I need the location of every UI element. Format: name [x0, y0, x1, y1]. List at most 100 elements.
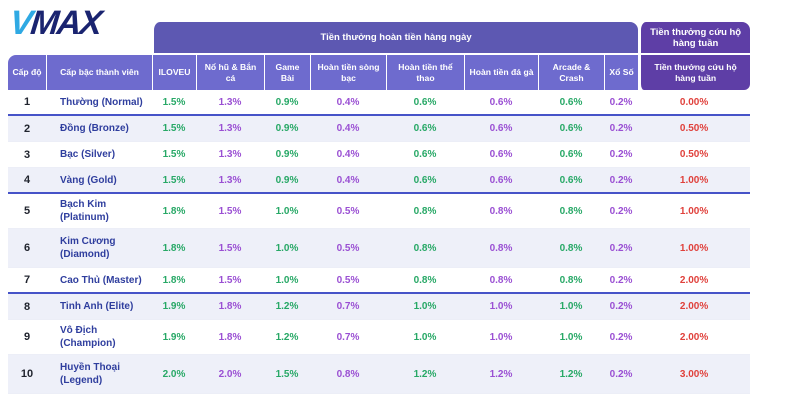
value-cell: 0.2% — [604, 229, 639, 268]
value-cell: 1.5% — [152, 90, 196, 116]
value-cell: 0.4% — [310, 90, 386, 116]
value-cell: 1.2% — [264, 294, 310, 320]
rank-cell: Đồng (Bronze) — [46, 116, 152, 142]
rank-cell: Tinh Anh (Elite) — [46, 294, 152, 320]
value-cell: 0.8% — [538, 194, 604, 229]
value-cell: 1.0% — [464, 294, 538, 320]
value-cell: 0.00% — [638, 90, 751, 116]
value-cell: 0.50% — [638, 116, 751, 142]
value-cell: 1.0% — [386, 294, 464, 320]
value-cell: 1.5% — [196, 268, 264, 294]
table-row: 6 Kim Cương (Diamond) 1.8% 1.5% 1.0% 0.5% 0.8%… — [8, 229, 751, 268]
value-cell: 0.7% — [310, 294, 386, 320]
level-cell: 7 — [8, 268, 46, 294]
value-cell: 0.2% — [604, 268, 639, 294]
value-cell: 1.3% — [196, 90, 264, 116]
value-cell: 1.5% — [196, 229, 264, 268]
column-header-iloveu: ILOVEU — [152, 55, 196, 90]
value-cell: 0.2% — [604, 142, 639, 168]
column-header-lottery: Xổ Số — [604, 55, 639, 90]
table-row: 10 Huyền Thoại (Legend) 2.0% 2.0% 1.5% 0.8% 1.… — [8, 355, 751, 394]
value-cell: 0.6% — [386, 90, 464, 116]
level-cell: 8 — [8, 294, 46, 320]
column-header-sports-cashback: Hoàn tiền thể thao — [386, 55, 464, 90]
value-cell: 0.6% — [464, 116, 538, 142]
value-cell: 0.2% — [604, 168, 639, 194]
table-row: 9 Vô Địch (Champion) 1.9% 1.8% 1.2% 0.7% 1.0% 1… — [8, 320, 751, 355]
group-header-daily: Tiền thưởng hoàn tiền hàng ngày — [152, 22, 639, 55]
level-cell: 5 — [8, 194, 46, 229]
value-cell: 0.6% — [386, 116, 464, 142]
rank-cell: Vàng (Gold) — [46, 168, 152, 194]
column-header-row: Cấp độ Cấp bậc thành viên ILOVEU Nổ hũ &… — [8, 55, 751, 90]
table-row: 8 Tinh Anh (Elite) 1.9% 1.8% 1.2% 0.7% 1.0% 1.0… — [8, 294, 751, 320]
value-cell: 1.3% — [196, 116, 264, 142]
value-cell: 1.00% — [638, 168, 751, 194]
rank-cell: Huyền Thoại (Legend) — [46, 355, 152, 394]
rank-cell: Bạc (Silver) — [46, 142, 152, 168]
value-cell: 1.2% — [538, 355, 604, 394]
value-cell: 1.8% — [196, 294, 264, 320]
value-cell: 1.00% — [638, 194, 751, 229]
table-row: 1 Thường (Normal) 1.5% 1.3% 0.9% 0.4% 0.6% 0.6%… — [8, 90, 751, 116]
rank-cell: Vô Địch (Champion) — [46, 320, 152, 355]
value-cell: 1.2% — [264, 320, 310, 355]
value-cell: 0.4% — [310, 168, 386, 194]
value-cell: 1.8% — [152, 229, 196, 268]
value-cell: 0.5% — [310, 268, 386, 294]
level-cell: 9 — [8, 320, 46, 355]
value-cell: 1.0% — [264, 268, 310, 294]
level-cell: 1 — [8, 90, 46, 116]
value-cell: 0.5% — [310, 229, 386, 268]
vip-bonus-table: Tiền thưởng hoàn tiền hàng ngày Tiền thư… — [8, 22, 751, 394]
value-cell: 1.8% — [152, 268, 196, 294]
level-cell: 10 — [8, 355, 46, 394]
column-header-casino-cashback: Hoàn tiền sòng bạc — [310, 55, 386, 90]
value-cell: 1.3% — [196, 168, 264, 194]
column-header-level: Cấp độ — [8, 55, 46, 90]
value-cell: 0.9% — [264, 116, 310, 142]
value-cell: 0.5% — [310, 194, 386, 229]
level-cell: 2 — [8, 116, 46, 142]
value-cell: 1.9% — [152, 320, 196, 355]
rank-cell: Thường (Normal) — [46, 90, 152, 116]
value-cell: 1.2% — [386, 355, 464, 394]
value-cell: 0.6% — [464, 90, 538, 116]
column-header-card-games: Game Bài — [264, 55, 310, 90]
group-header-weekly: Tiền thưởng cứu hộ hàng tuần — [638, 22, 751, 55]
value-cell: 1.8% — [152, 194, 196, 229]
value-cell: 2.00% — [638, 268, 751, 294]
value-cell: 0.2% — [604, 294, 639, 320]
value-cell: 0.7% — [310, 320, 386, 355]
rank-cell: Cao Thủ (Master) — [46, 268, 152, 294]
value-cell: 0.2% — [604, 355, 639, 394]
value-cell: 0.8% — [464, 268, 538, 294]
table-row: 4 Vàng (Gold) 1.5% 1.3% 0.9% 0.4% 0.6% 0.6% 0.6%… — [8, 168, 751, 194]
value-cell: 0.9% — [264, 168, 310, 194]
value-cell: 0.2% — [604, 116, 639, 142]
column-header-slots-fishing: Nổ hũ & Bắn cá — [196, 55, 264, 90]
value-cell: 0.8% — [464, 194, 538, 229]
value-cell: 0.9% — [264, 142, 310, 168]
value-cell: 0.50% — [638, 142, 751, 168]
value-cell: 1.5% — [152, 116, 196, 142]
value-cell: 0.4% — [310, 142, 386, 168]
value-cell: 1.5% — [152, 168, 196, 194]
value-cell: 1.9% — [152, 294, 196, 320]
value-cell: 0.8% — [386, 194, 464, 229]
value-cell: 1.0% — [538, 320, 604, 355]
value-cell: 0.6% — [538, 168, 604, 194]
level-cell: 4 — [8, 168, 46, 194]
value-cell: 0.9% — [264, 90, 310, 116]
value-cell: 0.6% — [464, 142, 538, 168]
value-cell: 0.2% — [604, 90, 639, 116]
value-cell: 2.0% — [196, 355, 264, 394]
value-cell: 0.6% — [538, 90, 604, 116]
value-cell: 0.6% — [464, 168, 538, 194]
value-cell: 0.4% — [310, 116, 386, 142]
value-cell: 0.8% — [386, 229, 464, 268]
value-cell: 2.00% — [638, 320, 751, 355]
value-cell: 1.5% — [196, 194, 264, 229]
rank-cell: Kim Cương (Diamond) — [46, 229, 152, 268]
value-cell: 1.0% — [264, 194, 310, 229]
